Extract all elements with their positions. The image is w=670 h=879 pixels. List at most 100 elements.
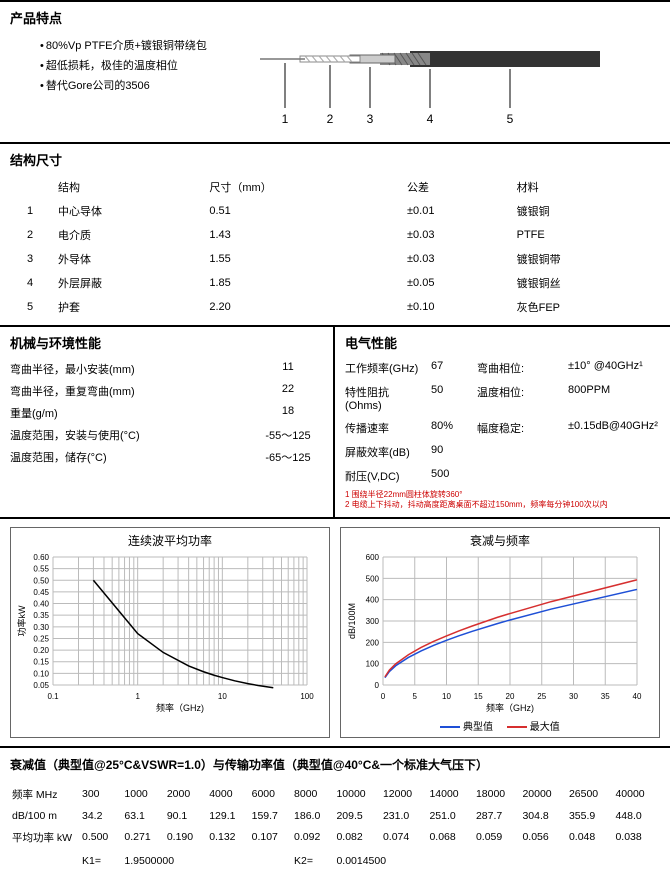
charts-row: 连续波平均功率 0.050.100.150.200.250.300.350.40… <box>0 517 670 746</box>
elec-cell <box>477 466 562 470</box>
mech-elec-row: 机械与环境性能 弯曲半径，最小安装(mm)11弯曲半径，重复弯曲(mm)22重量… <box>0 325 670 517</box>
feature-item: 替代Gore公司的3506 <box>40 77 260 93</box>
structure-table: 结构尺寸（mm）公差材料 1中心导体0.51±0.01镀银铜2电介质1.43±0… <box>10 175 660 319</box>
electrical-title: 电气性能 <box>345 333 660 352</box>
svg-text:35: 35 <box>601 692 610 701</box>
layer-label: 3 <box>367 112 374 126</box>
electrical-section: 电气性能 工作频率(GHz) 67 弯曲相位: ±10° @40GHz¹ 特性阻抗(Oh… <box>335 327 670 517</box>
elec-cell <box>568 466 660 470</box>
svg-text:30: 30 <box>569 692 578 701</box>
svg-text:40: 40 <box>633 692 642 701</box>
chart-attenuation-svg: 01002003004005006000510152025303540频率（GH… <box>345 553 645 713</box>
chart-legend: 典型值 最大值 <box>345 718 655 733</box>
electrical-footnote: 1 围绕半径22mm圆柱体旋转360° 2 电缆上下抖动，抖动高度距离桌面不超过… <box>345 490 660 511</box>
svg-text:100: 100 <box>300 692 314 701</box>
svg-text:0.05: 0.05 <box>33 681 49 690</box>
svg-text:0: 0 <box>381 692 386 701</box>
feature-item: 超低损耗，极佳的温度相位 <box>40 57 260 73</box>
atten-row: dB/100 m34.263.190.1129.1159.7186.0209.5… <box>10 806 660 826</box>
attenuation-table: 频率 MHz3001000200040006000800010000120001… <box>10 783 660 871</box>
features-title: 产品特点 <box>10 8 660 27</box>
svg-text:25: 25 <box>537 692 546 701</box>
svg-text:300: 300 <box>366 617 380 626</box>
layer-label: 2 <box>327 112 334 126</box>
svg-text:dB/100M: dB/100M <box>347 603 357 639</box>
struct-header: 尺寸（mm） <box>201 175 399 199</box>
struct-header: 公差 <box>399 175 509 199</box>
elec-cell: 弯曲相位: <box>477 358 562 378</box>
elec-cell: 67 <box>431 358 471 374</box>
elec-cell: ±0.15dB@40GHz² <box>568 418 660 434</box>
svg-text:0.55: 0.55 <box>33 564 49 573</box>
mechanical-section: 机械与环境性能 弯曲半径，最小安装(mm)11弯曲半径，重复弯曲(mm)22重量… <box>0 327 335 517</box>
svg-text:15: 15 <box>474 692 483 701</box>
svg-text:200: 200 <box>366 638 380 647</box>
chart-power: 连续波平均功率 0.050.100.150.200.250.300.350.40… <box>10 527 330 738</box>
struct-row: 1中心导体0.51±0.01镀银铜 <box>10 199 660 223</box>
chart-attenuation: 衰减与频率 0100200300400500600051015202530354… <box>340 527 660 738</box>
mech-row: 温度范围，储存(°C)-65～125 <box>10 446 323 468</box>
mechanical-title: 机械与环境性能 <box>10 333 323 352</box>
svg-text:10: 10 <box>218 692 227 701</box>
elec-cell: 80% <box>431 418 471 434</box>
elec-cell: 温度相位: <box>477 382 562 402</box>
atten-row: 平均功率 kW0.5000.2710.1900.1320.1070.0920.0… <box>10 826 660 849</box>
elec-cell: 50 <box>431 382 471 398</box>
svg-text:0: 0 <box>375 681 380 690</box>
svg-text:0.45: 0.45 <box>33 588 49 597</box>
svg-text:0.60: 0.60 <box>33 553 49 562</box>
svg-text:5: 5 <box>413 692 418 701</box>
struct-row: 4外层屏蔽1.85±0.05镀银铜丝 <box>10 271 660 295</box>
elec-cell <box>568 442 660 446</box>
struct-row: 2电介质1.43±0.03PTFE <box>10 223 660 247</box>
svg-text:10: 10 <box>442 692 451 701</box>
svg-text:频率（GHz): 频率（GHz) <box>156 702 204 713</box>
struct-header: 结构 <box>50 175 201 199</box>
elec-cell: 特性阻抗(Ohms) <box>345 382 425 414</box>
svg-text:400: 400 <box>366 595 380 604</box>
attenuation-section: 衰减值（典型值@25°C&VSWR=1.0）与传输功率值（典型值@40°C&一个… <box>0 746 670 879</box>
svg-text:0.35: 0.35 <box>33 611 49 620</box>
struct-header <box>10 175 50 199</box>
elec-cell: 工作频率(GHz) <box>345 358 425 378</box>
svg-text:0.30: 0.30 <box>33 623 49 632</box>
elec-cell: ±10° @40GHz¹ <box>568 358 660 374</box>
mech-row: 温度范围，安装与使用(°C)-55～125 <box>10 424 323 446</box>
structure-section: 结构尺寸 结构尺寸（mm）公差材料 1中心导体0.51±0.01镀银铜2电介质1… <box>0 142 670 325</box>
struct-row: 5护套2.20±0.10灰色FEP <box>10 295 660 319</box>
svg-text:0.50: 0.50 <box>33 576 49 585</box>
layer-label: 5 <box>507 112 514 126</box>
svg-text:1: 1 <box>135 692 140 701</box>
svg-text:频率（GHz): 频率（GHz) <box>486 702 534 713</box>
svg-text:0.25: 0.25 <box>33 634 49 643</box>
svg-text:0.20: 0.20 <box>33 646 49 655</box>
elec-cell: 耐压(V,DC) <box>345 466 425 486</box>
elec-cell: 幅度稳定: <box>477 418 562 438</box>
svg-text:600: 600 <box>366 553 380 562</box>
mech-row: 重量(g/m)18 <box>10 402 323 424</box>
svg-text:0.40: 0.40 <box>33 599 49 608</box>
attenuation-title: 衰减值（典型值@25°C&VSWR=1.0）与传输功率值（典型值@40°C&一个… <box>10 756 660 773</box>
svg-text:0.15: 0.15 <box>33 658 49 667</box>
svg-text:500: 500 <box>366 574 380 583</box>
svg-text:0.1: 0.1 <box>47 692 59 701</box>
struct-row: 3外导体1.55±0.03镀银铜带 <box>10 247 660 271</box>
layer-label: 4 <box>427 112 434 126</box>
features-section: 产品特点 80%Vp PTFE介质+镀银铜带绕包 超低损耗，极佳的温度相位 替代… <box>0 0 670 142</box>
structure-title: 结构尺寸 <box>10 150 660 169</box>
chart-power-svg: 0.05 0.10 0.15 0.20 0.25 0.30 0.35 0.40 0.45 0.50… <box>15 553 315 713</box>
feature-item: 80%Vp PTFE介质+镀银铜带绕包 <box>40 37 260 53</box>
svg-text:100: 100 <box>366 659 380 668</box>
cable-svg: 1 2 3 4 5 <box>260 43 600 133</box>
elec-cell: 传播速率 <box>345 418 425 438</box>
mech-row: 弯曲半径，重复弯曲(mm)22 <box>10 380 323 402</box>
elec-cell: 500 <box>431 466 471 482</box>
elec-cell: 90 <box>431 442 471 458</box>
layer-label: 1 <box>282 112 289 126</box>
elec-cell <box>477 442 562 446</box>
svg-text:0.10: 0.10 <box>33 669 49 678</box>
svg-text:功率kW: 功率kW <box>16 605 27 637</box>
elec-cell: 800PPM <box>568 382 660 398</box>
mech-row: 弯曲半径，最小安装(mm)11 <box>10 358 323 380</box>
struct-header: 材料 <box>509 175 660 199</box>
